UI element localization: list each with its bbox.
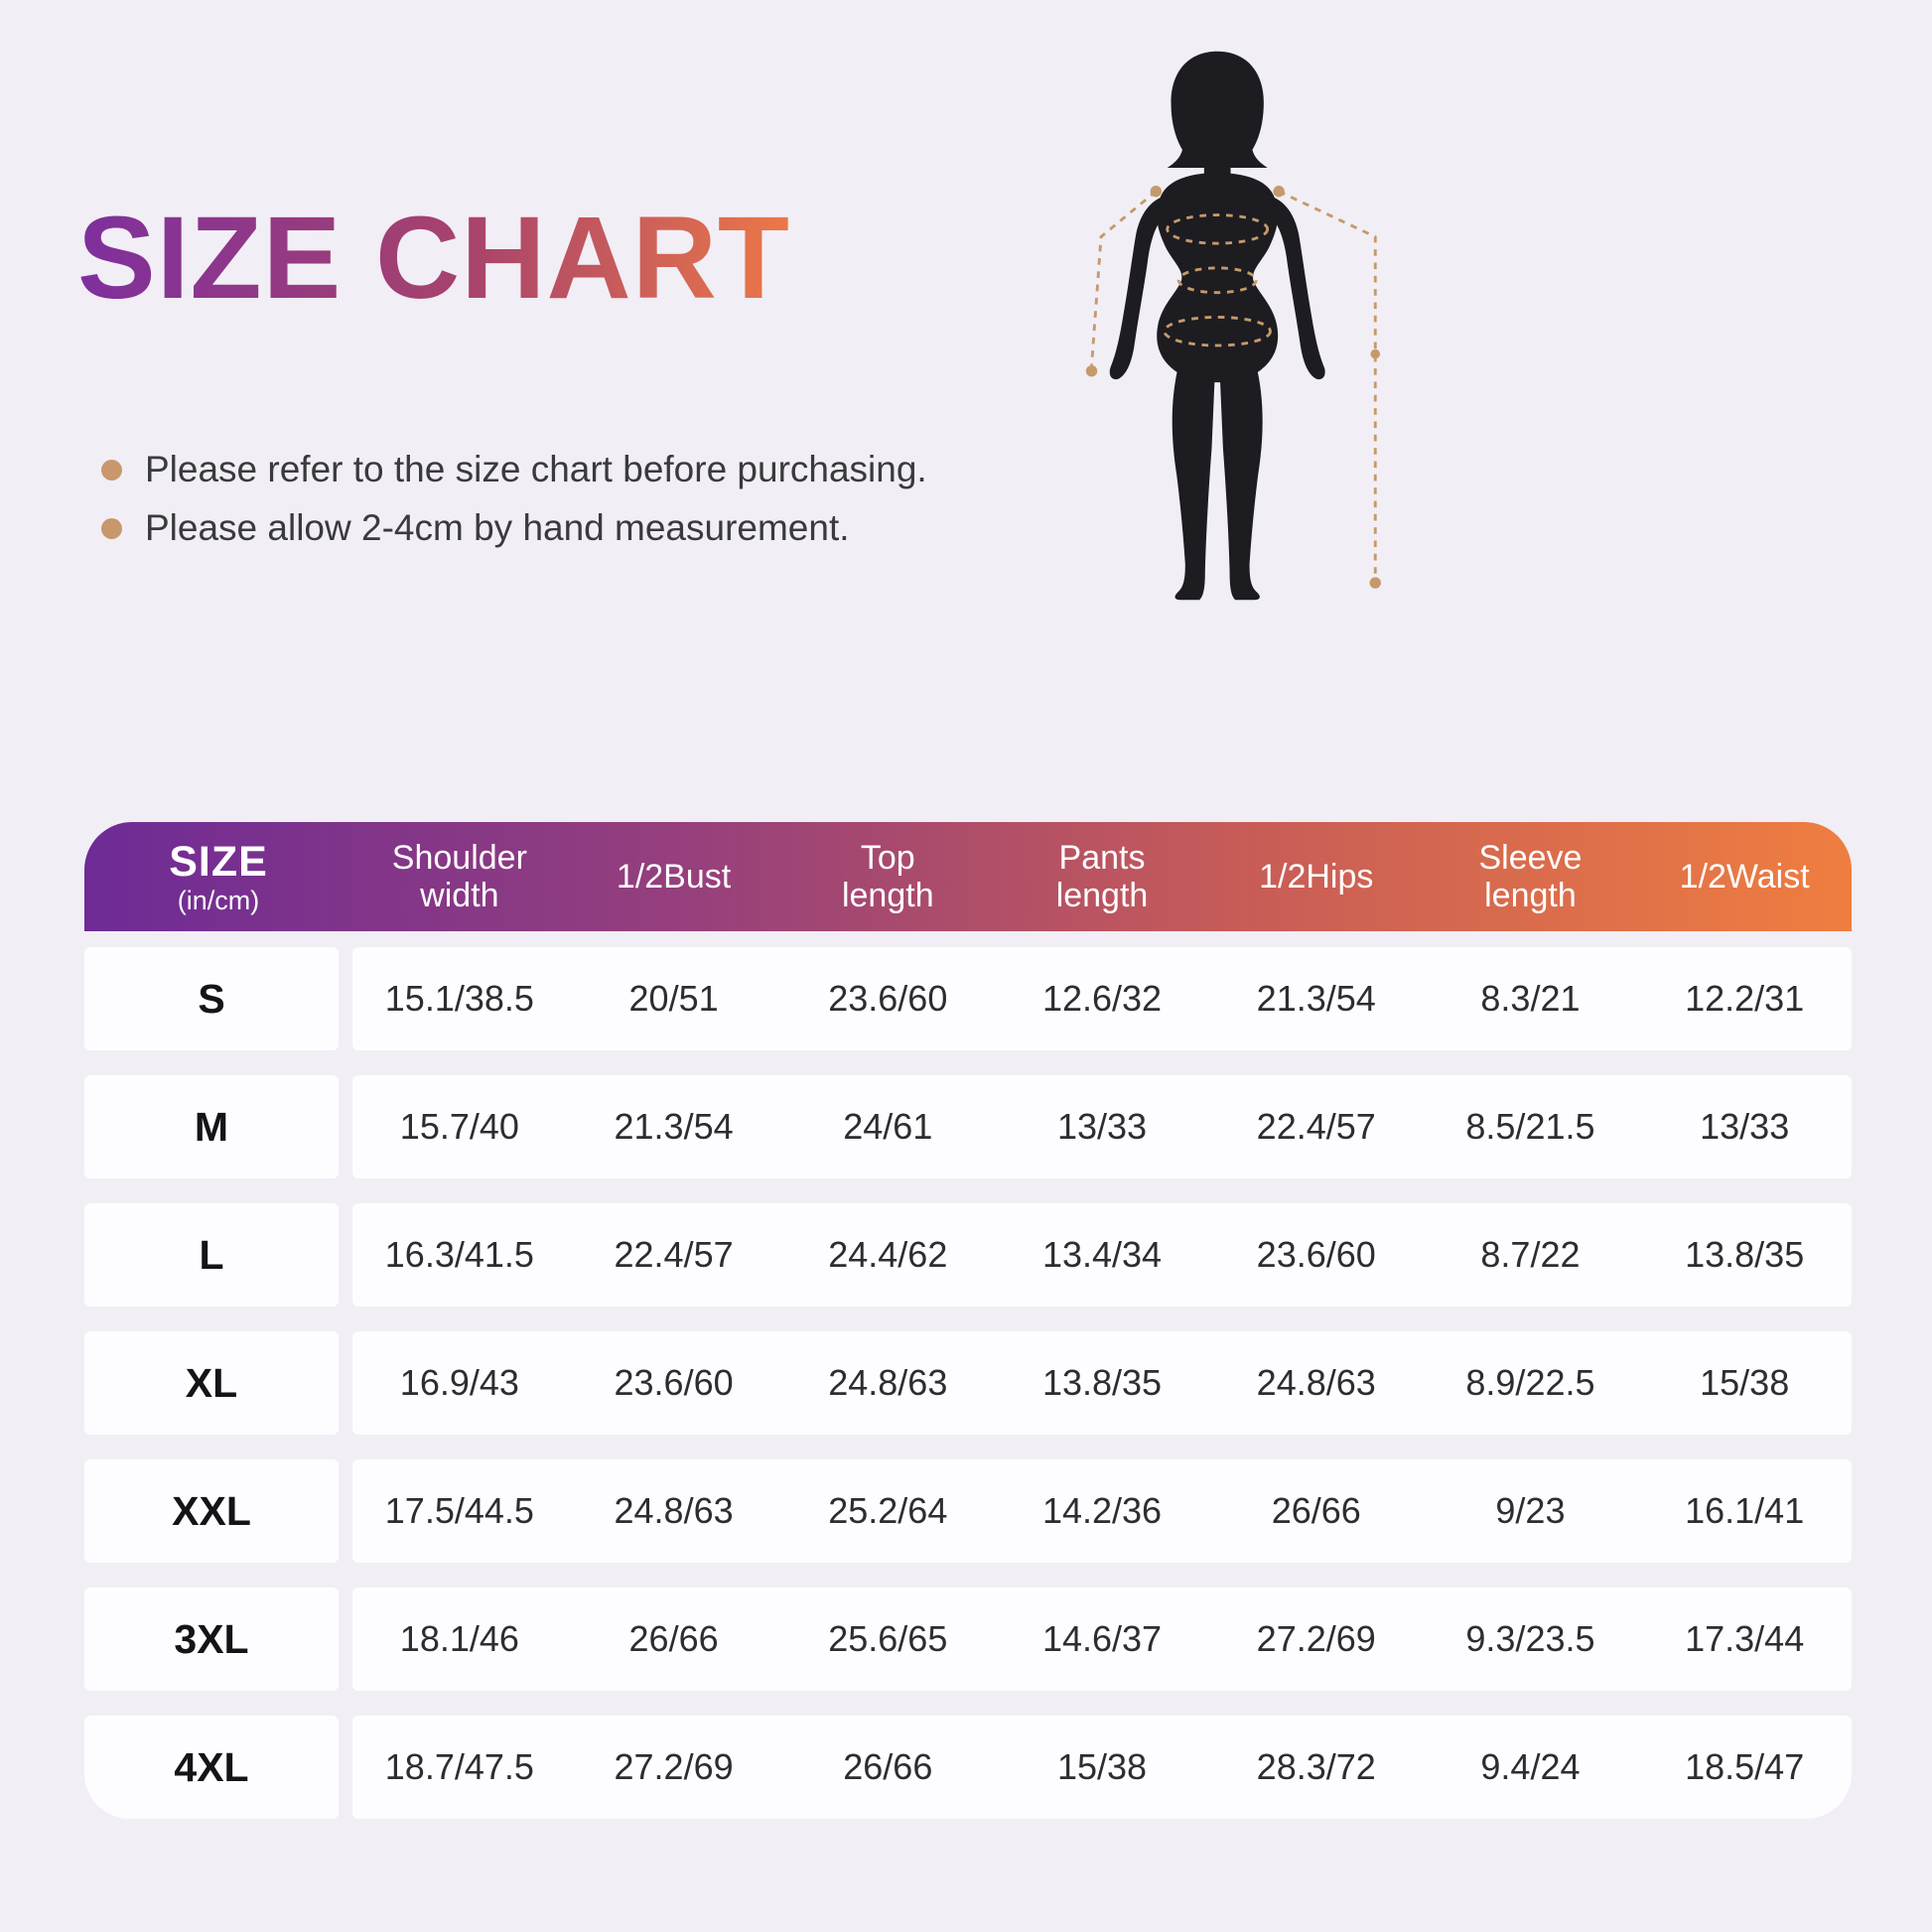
row-values: 18.1/46 26/66 25.6/65 14.6/37 27.2/69 9.3/23.… — [352, 1587, 1852, 1691]
table-row: XXL 17.5/44.5 24.8/63 25.2/64 14.2/36 26/66 9/… — [84, 1459, 1852, 1563]
female-silhouette-icon — [1109, 51, 1325, 601]
column-header: 1/2Waist — [1679, 857, 1810, 896]
bullet-dot-icon — [101, 459, 122, 481]
measurement-cell: 27.2/69 — [614, 1746, 734, 1787]
measurement-cell: 26/66 — [628, 1618, 719, 1659]
note-text: Please refer to the size chart before pu… — [145, 449, 927, 489]
measurement-cell: 12.2/31 — [1685, 978, 1805, 1019]
size-label: 4XL — [84, 1716, 339, 1819]
measurement-cell: 24.8/63 — [828, 1362, 948, 1403]
measurement-cell: 14.2/36 — [1041, 1490, 1163, 1531]
measurement-cell: 21.3/54 — [1256, 978, 1376, 1019]
column-header: 1/2Bust — [616, 857, 732, 896]
measurement-cell: 13.8/35 — [1685, 1234, 1805, 1275]
measurement-cell: 13.8/35 — [1041, 1362, 1163, 1403]
measurement-cell: 16.3/41.5 — [384, 1234, 534, 1275]
measurement-cell: 18.5/47 — [1685, 1746, 1805, 1787]
measurement-cell: 18.7/47.5 — [384, 1746, 534, 1787]
measurement-cell: 22.4/57 — [1256, 1106, 1376, 1147]
measurement-cell: 8.7/22 — [1480, 1234, 1581, 1275]
measurement-cell: 14.6/37 — [1041, 1618, 1163, 1659]
size-label: XL — [84, 1331, 339, 1435]
row-values: 18.7/47.5 27.2/69 26/66 15/38 28.3/72 9.4/24 1… — [352, 1716, 1852, 1819]
measurement-cell: 23.6/60 — [614, 1362, 734, 1403]
measurement-cell: 24.8/63 — [614, 1490, 734, 1531]
size-label: S — [84, 947, 339, 1050]
measurement-cell: 8.9/22.5 — [1465, 1362, 1595, 1403]
measurement-cell: 24.8/63 — [1256, 1362, 1376, 1403]
measurement-cell: 8.5/21.5 — [1465, 1106, 1595, 1147]
table-row: XL 16.9/43 23.6/60 24.8/63 13.8/35 24.8/63 8.9… — [84, 1331, 1852, 1435]
page-title: SIZE CHART — [77, 193, 790, 324]
measurement-cell: 21.3/54 — [614, 1106, 734, 1147]
column-header: Shoulder width — [391, 838, 527, 914]
measurement-cell: 18.1/46 — [399, 1618, 519, 1659]
size-label: XXL — [84, 1459, 339, 1563]
measurement-cell: 9.3/23.5 — [1465, 1618, 1595, 1659]
size-label: L — [84, 1203, 339, 1307]
note-item: Please refer to the size chart before pu… — [101, 449, 927, 490]
row-values: 16.3/41.5 22.4/57 24.4/62 13.4/34 23.6/60 8.7… — [352, 1203, 1852, 1307]
measurement-cell: 9.4/24 — [1480, 1746, 1581, 1787]
table-body: S 15.1/38.5 20/51 23.6/60 12.6/32 21.3/54 8.3/… — [84, 947, 1852, 1819]
measurement-cell: 15/38 — [1700, 1362, 1790, 1403]
size-label: 3XL — [84, 1587, 339, 1691]
measurement-dashed-lines — [1090, 190, 1377, 578]
measurement-cell: 13.4/34 — [1041, 1234, 1163, 1275]
column-header: Top length — [841, 838, 934, 914]
column-header: Sleeve length — [1478, 838, 1583, 914]
table-row: 4XL 18.7/47.5 27.2/69 26/66 15/38 28.3/72 9.4/… — [84, 1716, 1852, 1819]
row-values: 16.9/43 23.6/60 24.8/63 13.8/35 24.8/63 8.9/2… — [352, 1331, 1852, 1435]
column-header: SIZE (in/cm) — [169, 837, 268, 915]
note-item: Please allow 2-4cm by hand measurement. — [101, 507, 927, 549]
bullet-dot-icon — [101, 517, 122, 539]
measurement-cell: 17.5/44.5 — [384, 1490, 534, 1531]
measurement-cell: 16.9/43 — [399, 1362, 519, 1403]
measurement-cell: 26/66 — [1271, 1490, 1361, 1531]
measurement-cell: 13/33 — [1056, 1106, 1148, 1147]
measurement-cell: 20/51 — [628, 978, 719, 1019]
measurement-cell: 28.3/72 — [1256, 1746, 1376, 1787]
column-header: 1/2Hips — [1259, 857, 1374, 896]
measurement-cell: 26/66 — [843, 1746, 933, 1787]
row-values: 15.7/40 21.3/54 24/61 13/33 22.4/57 8.5/21.5 1… — [352, 1075, 1852, 1178]
note-text: Please allow 2-4cm by hand measurement. — [145, 507, 850, 548]
measurement-cell: 23.6/60 — [828, 978, 948, 1019]
measurement-cell: 8.3/21 — [1480, 978, 1581, 1019]
measurement-dots — [1085, 186, 1381, 589]
size-table: SIZE (in/cm) Shoulder width 1/2Bust Top length… — [84, 822, 1852, 1819]
measurement-cell: 13/33 — [1700, 1106, 1790, 1147]
measurement-cell: 22.4/57 — [614, 1234, 734, 1275]
size-label: M — [84, 1075, 339, 1178]
measurement-cell: 12.6/32 — [1041, 978, 1163, 1019]
column-header: Pants length — [1055, 838, 1149, 914]
measurement-cell: 16.1/41 — [1685, 1490, 1805, 1531]
measurement-cell: 15.7/40 — [399, 1106, 519, 1147]
notes: Please refer to the size chart before pu… — [101, 449, 927, 566]
table-row: S 15.1/38.5 20/51 23.6/60 12.6/32 21.3/54 8.3/… — [84, 947, 1852, 1050]
table-row: 3XL 18.1/46 26/66 25.6/65 14.6/37 27.2/69 9.3/… — [84, 1587, 1852, 1691]
row-values: 17.5/44.5 24.8/63 25.2/64 14.2/36 26/66 9/23 1… — [352, 1459, 1852, 1563]
measurement-cell: 25.6/65 — [828, 1618, 948, 1659]
measurement-cell: 15.1/38.5 — [384, 978, 534, 1019]
measurement-cell: 9/23 — [1495, 1490, 1566, 1531]
measurement-cell: 27.2/69 — [1256, 1618, 1376, 1659]
table-header: SIZE (in/cm) Shoulder width 1/2Bust Top length… — [84, 822, 1852, 931]
measurement-cell: 24.4/62 — [828, 1234, 948, 1275]
measurement-cell: 23.6/60 — [1256, 1234, 1376, 1275]
measurement-cell: 15/38 — [1056, 1746, 1148, 1787]
row-values: 15.1/38.5 20/51 23.6/60 12.6/32 21.3/54 8.3/2… — [352, 947, 1852, 1050]
table-row: M 15.7/40 21.3/54 24/61 13/33 22.4/57 8.5/21.5… — [84, 1075, 1852, 1178]
measurement-cell: 25.2/64 — [828, 1490, 948, 1531]
body-measurement-figure — [1085, 51, 1381, 601]
table-row: L 16.3/41.5 22.4/57 24.4/62 13.4/34 23.6/60 8.… — [84, 1203, 1852, 1307]
measurement-cell: 24/61 — [843, 1106, 933, 1147]
measurement-cell: 17.3/44 — [1685, 1618, 1805, 1659]
